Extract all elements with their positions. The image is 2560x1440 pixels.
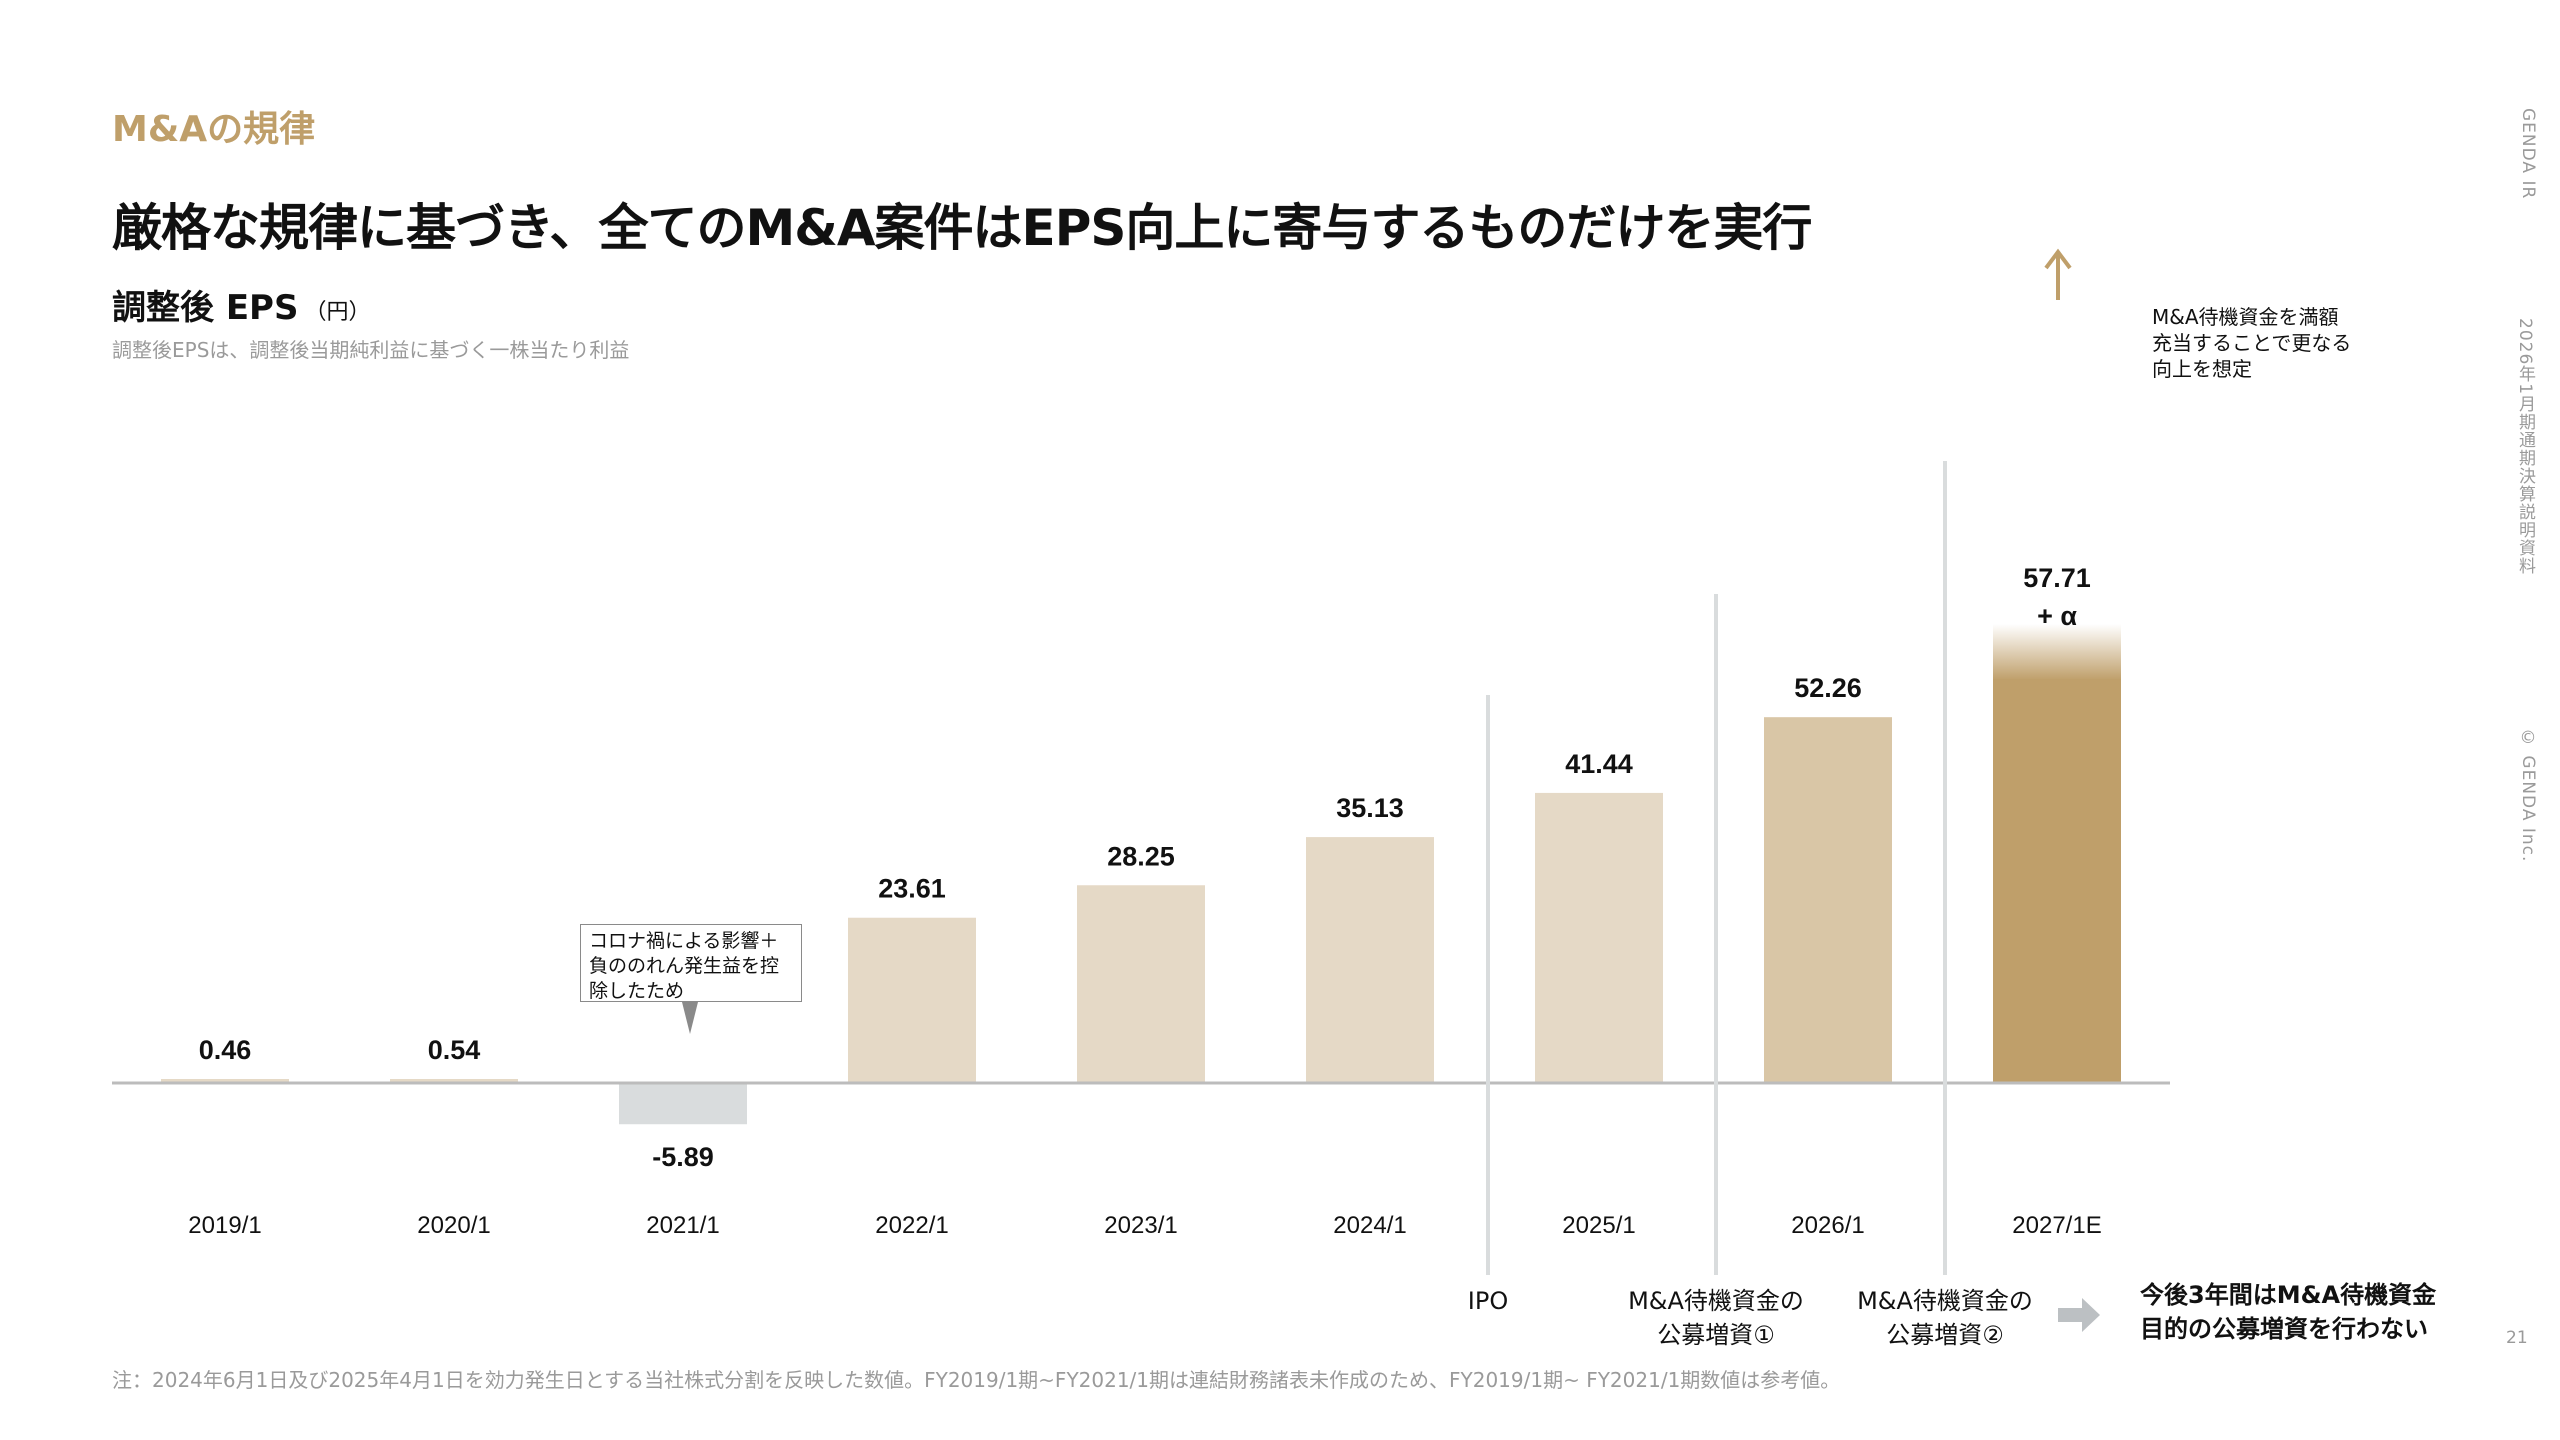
callout-pointer-icon [682,1002,698,1034]
value-label-2024/1: 35.13 [1336,793,1404,823]
value-label-2026/1: 52.26 [1794,673,1862,703]
up-arrow-icon [2044,248,2072,300]
side-brand: GENDA IR [2518,108,2538,200]
x-tick-label: 2024/1 [1333,1212,1406,1239]
chart-note: 調整後EPSは、調整後当期純利益に基づく一株当たり利益 [112,338,630,362]
page-number: 21 [2506,1328,2528,1348]
x-tick-label: 2022/1 [875,1212,948,1239]
x-tick-label: 2021/1 [646,1212,719,1239]
bar-2020/1 [390,1079,518,1083]
x-tick-label: 2023/1 [1104,1212,1177,1239]
bar-2027/1E [1993,679,2121,1083]
value-label-2020/1: 0.54 [428,1035,481,1065]
x-tick-label: 2026/1 [1791,1212,1864,1239]
bar-fade-2027 [1993,624,2121,681]
bar-2019/1 [161,1079,289,1083]
future-note: 今後3年間はM&A待機資金 目的の公募増資を行わない [2140,1281,2437,1343]
annotation-right: M&A待機資金を満額充当することで更なる向上を想定 [2152,305,2352,381]
chart-title-text: 調整後 EPS [112,288,299,328]
right-arrow-icon [2058,1298,2100,1332]
event-ipo: IPO [1467,1287,1509,1315]
section-label: M&Aの規律 [112,109,316,150]
event-offering1: M&A待機資金の 公募増資① [1628,1287,1804,1349]
value-label-2019/1: 0.46 [199,1035,252,1065]
bar-2026/1 [1764,717,1892,1083]
x-tick-label: 2019/1 [188,1212,261,1239]
bar-2025/1 [1535,792,1663,1083]
bar-2022/1 [848,917,976,1083]
page-headline: 厳格な規律に基づき、全てのM&A案件はEPS向上に寄与するものだけを実行 [112,199,1812,257]
x-tick-label: 2027/1E [2012,1212,2101,1239]
bar-2021/1 [619,1083,747,1125]
value-label-2021/1: -5.89 [652,1142,714,1172]
chart-title: 調整後 EPS （円） [112,280,370,329]
bar-2023/1 [1077,885,1205,1083]
callout-covid: コロナ禍による影響＋負ののれん発生益を控除したため [580,924,802,1002]
side-doc-title: 2026年1月期通期決算説明資料 [2515,318,2535,576]
x-tick-label: 2020/1 [417,1212,490,1239]
x-tick-label: 2025/1 [1562,1212,1635,1239]
side-copyright: © GENDA Inc. [2518,728,2538,863]
footnote: 注：2024年6月1日及び2025年4月1日を効力発生日とする当社株式分割を反映… [112,1368,1841,1392]
value-label-2025/1: 41.44 [1565,749,1633,779]
bar-2024/1 [1306,837,1434,1083]
event-offering2: M&A待機資金の 公募増資② [1857,1287,2033,1349]
value-label-2022/1: 23.61 [878,874,946,904]
value-label-2023/1: 28.25 [1107,841,1175,871]
chart-unit: （円） [304,300,371,325]
value-label-2027/1E: 57.71 + α [2023,563,2091,631]
